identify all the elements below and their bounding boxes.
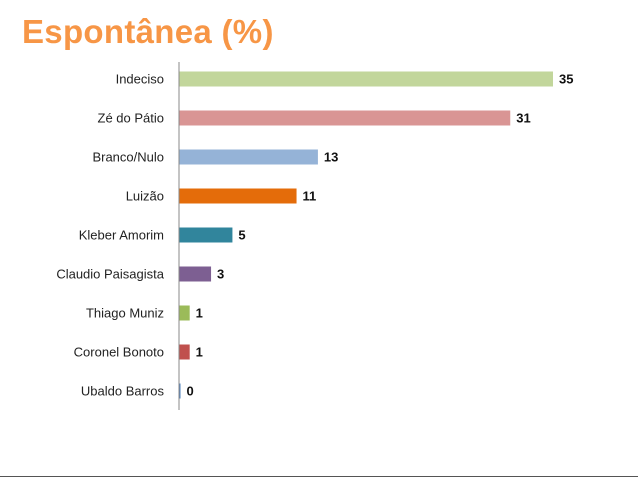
value-label: 3 (217, 267, 224, 282)
category-label: Claudio Paisagista (56, 267, 164, 282)
value-label: 0 (187, 384, 194, 399)
bar (179, 188, 297, 204)
bottom-divider (0, 476, 638, 477)
bar (179, 344, 190, 360)
category-label: Indeciso (116, 72, 164, 87)
value-label: 31 (516, 111, 530, 126)
bar (179, 71, 553, 87)
value-label: 13 (324, 150, 338, 165)
bar (179, 266, 212, 282)
bar (179, 305, 190, 321)
value-label: 1 (196, 306, 203, 321)
category-label: Kleber Amorim (79, 228, 164, 243)
value-label: 5 (238, 228, 245, 243)
category-label: Zé do Pátio (98, 111, 165, 126)
value-label: 1 (196, 345, 203, 360)
chart-title: Espontânea (%) (22, 13, 274, 50)
category-label: Ubaldo Barros (81, 384, 165, 399)
bar (179, 110, 511, 126)
bar (179, 383, 181, 399)
category-label: Coronel Bonoto (74, 345, 164, 360)
bar (179, 149, 318, 165)
bar (179, 227, 233, 243)
value-label: 11 (303, 189, 317, 204)
value-label: 35 (559, 72, 573, 87)
category-label: Thiago Muniz (86, 306, 164, 321)
category-label: Branco/Nulo (92, 150, 164, 165)
category-label: Luizão (126, 189, 164, 204)
